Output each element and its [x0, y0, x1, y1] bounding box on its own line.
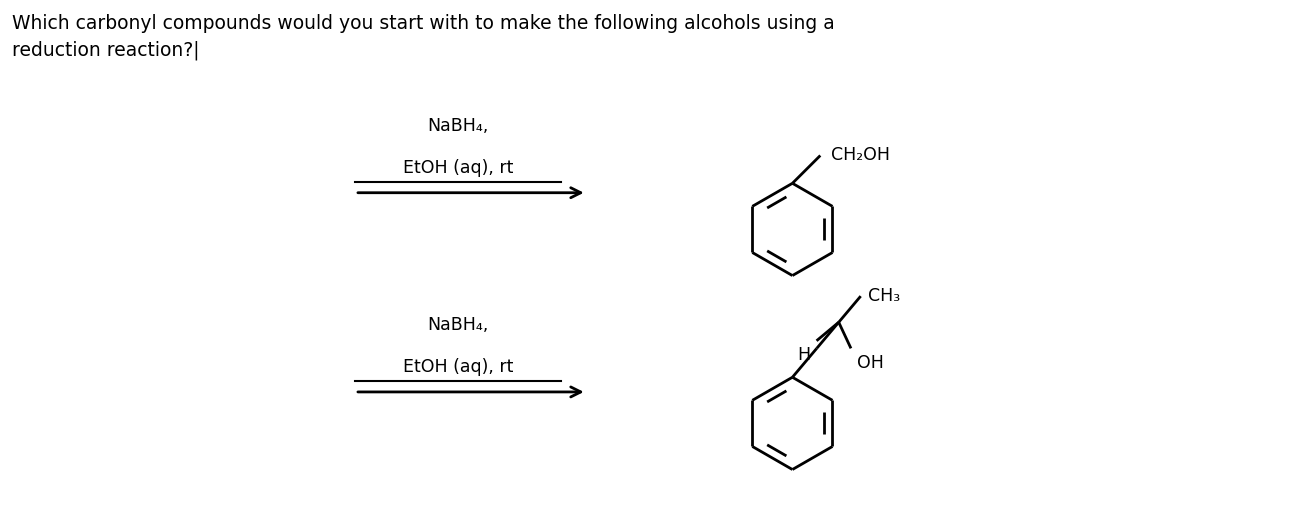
Text: EtOH (aq), rt: EtOH (aq), rt: [402, 159, 513, 177]
Text: CH₃: CH₃: [869, 287, 901, 305]
Text: EtOH (aq), rt: EtOH (aq), rt: [402, 358, 513, 376]
Text: NaBH₄,: NaBH₄,: [428, 316, 489, 334]
Text: Which carbonyl compounds would you start with to make the following alcohols usi: Which carbonyl compounds would you start…: [12, 15, 834, 61]
Text: CH₂OH: CH₂OH: [830, 147, 889, 164]
Text: OH: OH: [857, 354, 884, 372]
Text: NaBH₄,: NaBH₄,: [428, 117, 489, 135]
Text: H: H: [797, 346, 811, 364]
